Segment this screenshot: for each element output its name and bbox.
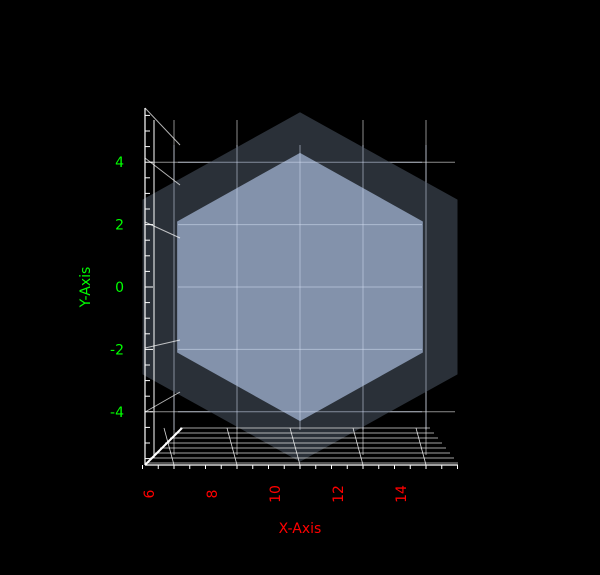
floor-x-line [226,427,238,466]
perspective-line [144,107,181,146]
y-tick-label: -2 [110,342,124,358]
perspective-line [144,339,181,349]
y-tick-label: -4 [110,405,124,421]
tick-labels: 4 2 0 -2 -4 6 8 10 12 14 [110,155,410,503]
floor-x-line [163,427,175,466]
perspective-line [144,391,181,413]
x-tick-label: 6 [142,489,158,498]
floor-x-line [352,427,364,466]
axes [144,107,458,466]
perspective-line [144,157,181,186]
x-axis-label: X-Axis [279,521,322,537]
front-grid [173,145,427,430]
x-tick-label: 14 [394,485,410,503]
y-tick-label: 4 [115,155,124,171]
y-tick-label: 0 [115,280,124,296]
x-tick-label: 10 [268,485,284,503]
x-tick-label: 12 [331,485,347,503]
floor-x-line [289,427,301,466]
y-axis-label: Y-Axis [78,267,94,309]
floor-x-line [415,427,427,466]
floor-grid [142,427,458,469]
floor-diagonal [144,427,183,466]
y-tick-label: 2 [115,218,124,234]
x-tick-label: 8 [205,490,221,499]
perspective-line [144,221,181,239]
